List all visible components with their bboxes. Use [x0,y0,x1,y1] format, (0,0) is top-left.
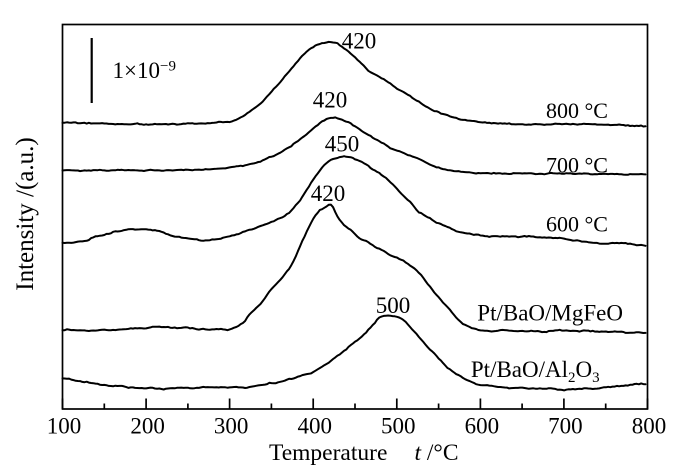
svg-text:500: 500 [381,414,416,439]
svg-text:100: 100 [47,414,82,439]
svg-text:200: 200 [130,414,165,439]
svg-text:450: 450 [325,131,360,156]
svg-text:Pt/BaO/Al2O3: Pt/BaO/Al2O3 [471,357,600,386]
svg-text:800: 800 [632,414,667,439]
svg-text:300: 300 [214,414,249,439]
svg-text:Pt/BaO/MgFeO: Pt/BaO/MgFeO [477,301,623,326]
svg-text:600: 600 [465,414,500,439]
svg-text:400: 400 [297,414,332,439]
svg-text:Intensity /(a.u.): Intensity /(a.u.) [12,137,39,290]
svg-text:420: 420 [313,88,348,113]
svg-text:600 °C: 600 °C [546,211,608,236]
svg-text:420: 420 [342,29,377,54]
svg-text:700 °C: 700 °C [546,152,608,177]
svg-text:t /°C: t /°C [415,440,459,466]
svg-text:420: 420 [311,181,346,206]
svg-text:700: 700 [548,414,583,439]
svg-text:500: 500 [376,293,411,318]
svg-text:Temperature: Temperature [269,440,387,466]
svg-text:800 °C: 800 °C [546,98,608,123]
